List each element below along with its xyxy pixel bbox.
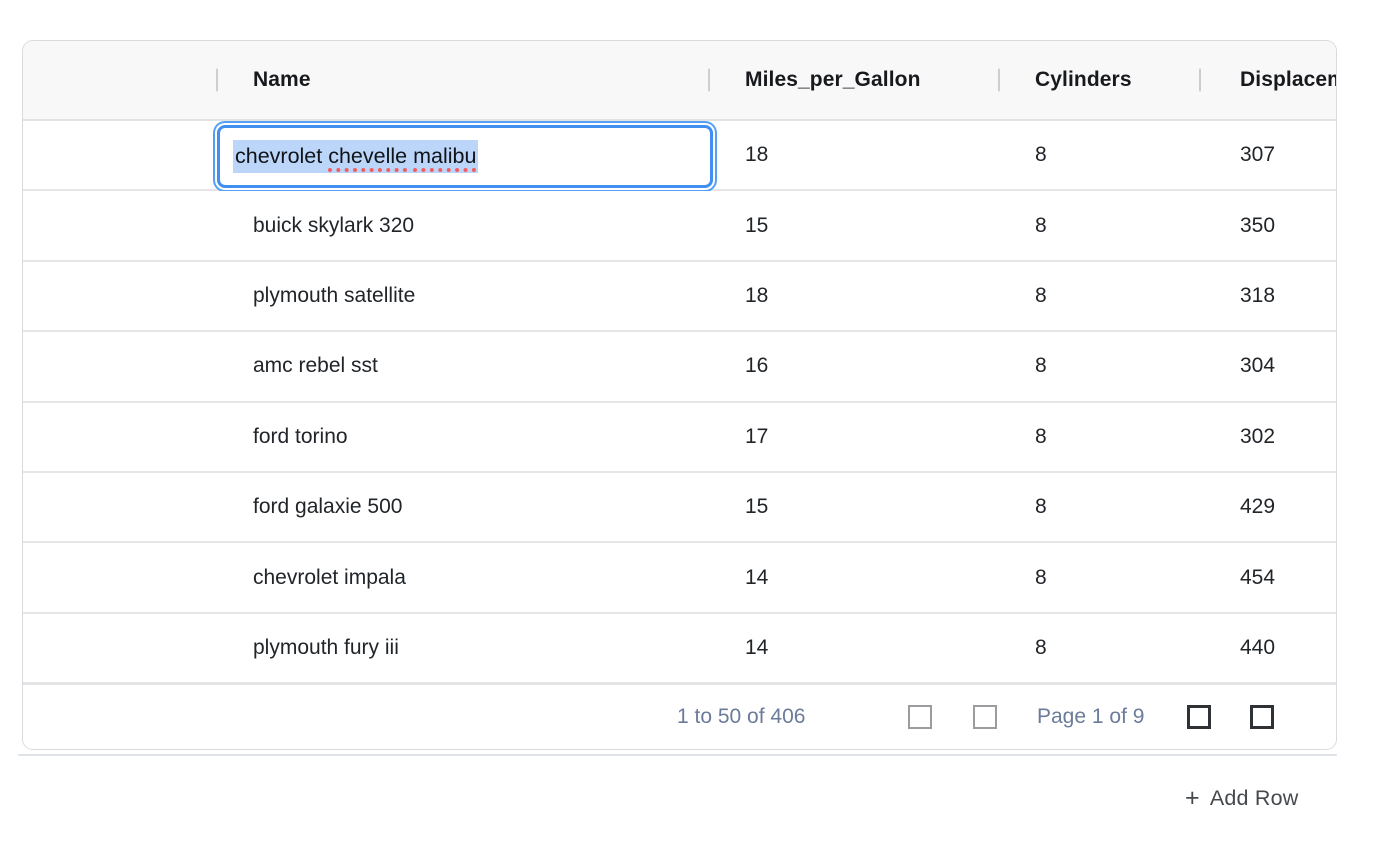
table-row: amc rebel sst 16 8 304 — [23, 332, 1336, 403]
misspelled-word: chevelle — [328, 144, 408, 169]
column-separator — [998, 68, 1000, 92]
first-page-button[interactable] — [908, 705, 932, 729]
cell-cylinders[interactable]: 8 — [1035, 635, 1047, 659]
table-row: chevrolet chevelle malibu 18 8 307 — [23, 121, 1336, 192]
cell-cylinders[interactable]: 8 — [1035, 495, 1047, 519]
cell-name[interactable]: chevrolet impala — [253, 565, 406, 589]
cell-displacement[interactable]: 304 — [1240, 354, 1276, 378]
plus-icon: + — [1185, 783, 1200, 812]
cell-miles_per_gallon[interactable]: 17 — [745, 424, 769, 448]
table-row: ford galaxie 500 15 8 429 — [23, 472, 1336, 544]
cell-miles_per_gallon[interactable]: 14 — [745, 635, 769, 659]
cell-cylinders[interactable]: 8 — [1035, 565, 1047, 589]
cell-displacement[interactable]: 302 — [1240, 424, 1276, 448]
pagination-bar: 1 to 50 of 406 Page 1 of 9 — [23, 683, 1336, 749]
table-row: plymouth satellite 18 8 318 — [23, 261, 1336, 333]
cell-name[interactable]: ford galaxie 500 — [253, 495, 403, 519]
grid-body: chevrolet chevelle malibu 18 8 307 buick sky… — [23, 121, 1336, 685]
cell-displacement[interactable]: 440 — [1240, 635, 1276, 659]
last-page-button[interactable] — [1250, 705, 1274, 729]
cell-name[interactable]: buick skylark 320 — [253, 213, 415, 237]
cell-miles_per_gallon[interactable]: 18 — [745, 283, 769, 307]
page-indicator: Page 1 of 9 — [1037, 705, 1145, 728]
misspelled-word: malibu — [413, 144, 477, 169]
data-grid: Name Miles_per_Gallon Cylinders Displacemen… — [22, 40, 1337, 750]
add-row-label: Add Row — [1209, 785, 1299, 810]
previous-page-button[interactable] — [973, 705, 997, 729]
cell-miles_per_gallon[interactable]: 18 — [745, 143, 769, 167]
cell-displacement[interactable]: 429 — [1240, 495, 1276, 519]
next-page-button[interactable] — [1187, 705, 1211, 729]
cell-name[interactable]: amc rebel sst — [253, 354, 378, 378]
row-range-summary: 1 to 50 of 406 — [677, 705, 806, 728]
table-row: plymouth fury iii 14 8 440 — [23, 613, 1336, 685]
cell-cylinders[interactable]: 8 — [1035, 283, 1047, 307]
cell-name[interactable]: plymouth fury iii — [253, 635, 399, 659]
column-header-miles_per_gallon[interactable]: Miles_per_Gallon — [745, 68, 921, 91]
cell-miles_per_gallon[interactable]: 16 — [745, 354, 769, 378]
cell-miles_per_gallon[interactable]: 14 — [745, 565, 769, 589]
cell-name[interactable]: ford torino — [253, 424, 348, 448]
cell-editor[interactable]: chevrolet chevelle malibu — [217, 125, 713, 188]
cell-cylinders[interactable]: 8 — [1035, 143, 1047, 167]
add-row-button[interactable]: + Add Row — [1185, 783, 1298, 813]
cell-cylinders[interactable]: 8 — [1035, 213, 1047, 237]
cell-cylinders[interactable]: 8 — [1035, 354, 1047, 378]
cell-name[interactable]: plymouth satellite — [253, 283, 416, 307]
column-separator — [1199, 68, 1201, 92]
panel-bottom-divider — [18, 754, 1337, 756]
column-separator — [708, 68, 710, 92]
table-row: ford torino 17 8 302 — [23, 402, 1336, 473]
cell-displacement[interactable]: 350 — [1240, 213, 1276, 237]
cell-miles_per_gallon[interactable]: 15 — [745, 495, 769, 519]
column-separator — [216, 68, 218, 92]
cell-displacement[interactable]: 318 — [1240, 283, 1276, 307]
cell-displacement[interactable]: 307 — [1240, 143, 1276, 167]
word: chevrolet — [235, 144, 329, 169]
selected-text: chevrolet chevelle malibu — [233, 140, 479, 173]
grid-header: Name Miles_per_Gallon Cylinders Displacemen… — [23, 41, 1336, 121]
table-row: buick skylark 320 15 8 350 — [23, 191, 1336, 262]
cell-miles_per_gallon[interactable]: 15 — [745, 213, 769, 237]
column-header-displacement[interactable]: Displacement — [1240, 68, 1336, 91]
cell-displacement[interactable]: 454 — [1240, 565, 1276, 589]
column-header-name[interactable]: Name — [253, 68, 311, 91]
cell-cylinders[interactable]: 8 — [1035, 424, 1047, 448]
column-header-cylinders[interactable]: Cylinders — [1035, 68, 1132, 91]
table-row: chevrolet impala 14 8 454 — [23, 543, 1336, 614]
